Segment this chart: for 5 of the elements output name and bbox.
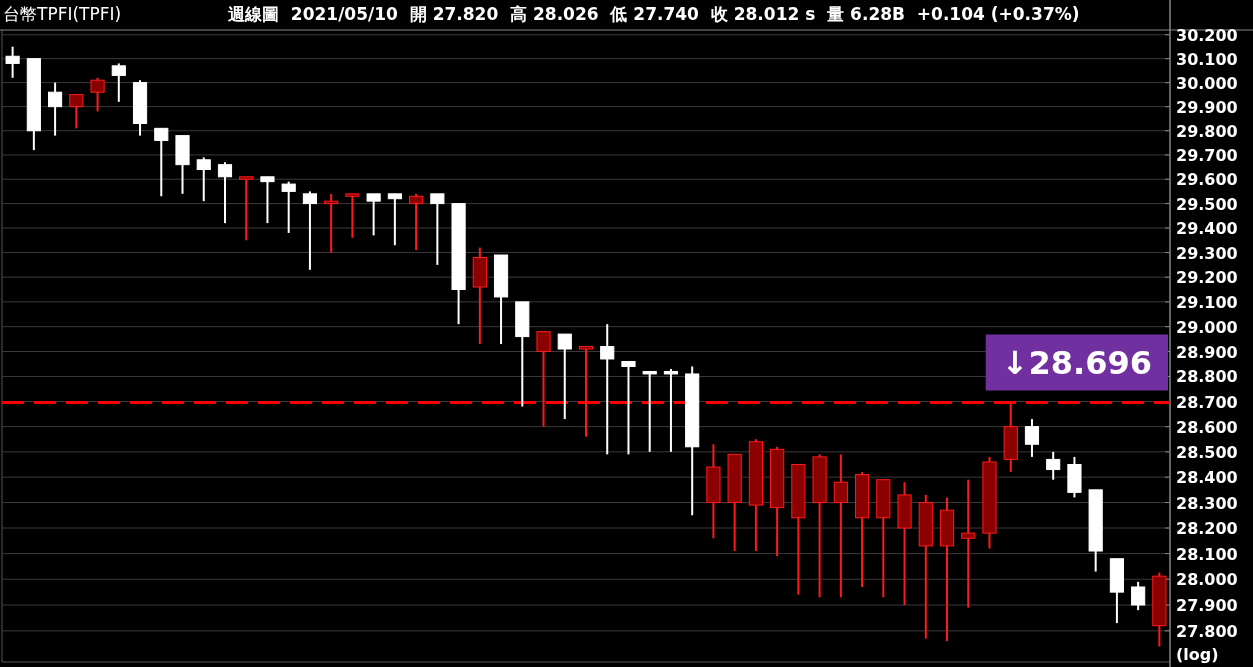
annotation: ↓28.696 [985,334,1168,391]
ylabel: (log) [1176,645,1219,664]
annotation: ↓28.696 [1001,343,1153,382]
subtitle: 週線圖 2021/05/10 開 27.820 高 28.026 低 27.740 收 28.012 s 量 6.28B +0.104 (+0.37%) [228,4,1080,24]
title: 台幣TPFI(TPFI) [3,4,122,24]
